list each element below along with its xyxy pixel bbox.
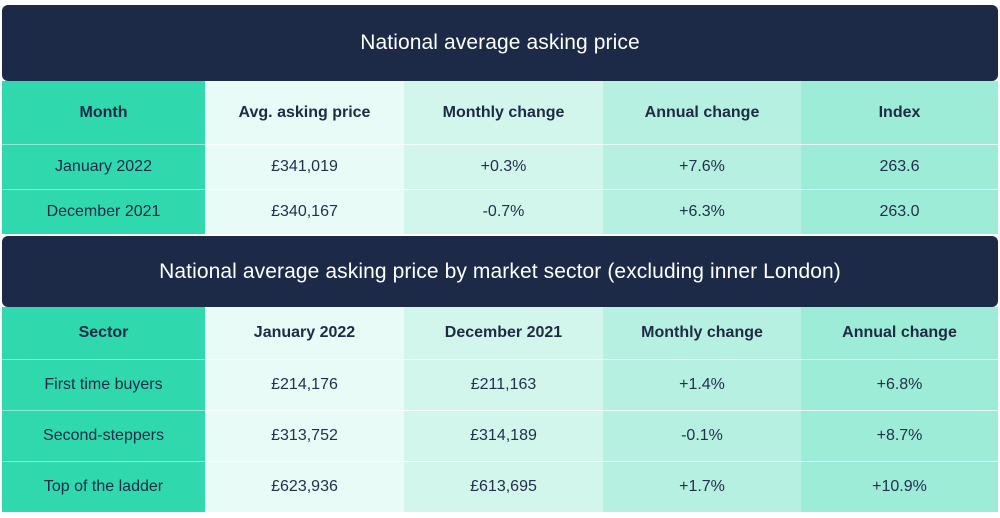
table-title-text: National average asking price (360, 31, 640, 54)
table-cell: £313,752 (205, 410, 404, 461)
table-title-market-sector: National average asking price by market … (2, 236, 998, 307)
table-cell: £340,167 (205, 189, 404, 234)
table-cell: -0.1% (603, 410, 801, 461)
table-cell: £613,695 (404, 461, 603, 512)
column-header: Monthly change (442, 103, 565, 121)
table-cell: £314,189 (404, 410, 603, 461)
column-header: January 2022 (253, 324, 356, 341)
table-cell: £211,163 (404, 359, 603, 410)
asking-price-table: Month January 2022 December 2021 Avg. as… (2, 81, 998, 234)
december-2021-column: December 2021 £211,163 £314,189 £613,695 (404, 307, 603, 512)
column-header: Annual change (644, 103, 760, 121)
table-cell: 263.6 (801, 144, 998, 189)
table-cell: Second-steppers (2, 410, 205, 461)
table-cell: January 2022 (2, 144, 205, 189)
market-sector-table: Sector First time buyers Second-steppers… (2, 307, 998, 512)
table-cell: First time buyers (2, 359, 205, 410)
table-title-text: National average asking price by market … (159, 259, 841, 283)
table-cell: 263.0 (801, 189, 998, 234)
column-header: Monthly change (641, 324, 763, 341)
column-header: Avg. asking price (238, 103, 371, 121)
table-cell: £214,176 (205, 359, 404, 410)
avg-asking-price-column: Avg. asking price £341,019 £340,167 (205, 81, 404, 234)
month-column: Month January 2022 December 2021 (2, 81, 205, 234)
column-header: Annual change (842, 324, 957, 341)
table-cell: +0.3% (404, 144, 603, 189)
annual-change-column: Annual change +6.8% +8.7% +10.9% (801, 307, 998, 512)
table-cell: +1.4% (603, 359, 801, 410)
column-header: Month (79, 103, 128, 121)
table-cell: +6.3% (603, 189, 801, 234)
monthly-change-column: Monthly change +1.4% -0.1% +1.7% (603, 307, 801, 512)
january-2022-column: January 2022 £214,176 £313,752 £623,936 (205, 307, 404, 512)
column-header: Index (878, 103, 921, 121)
table-cell: +6.8% (801, 359, 998, 410)
table-cell: December 2021 (2, 189, 205, 234)
monthly-change-column: Monthly change +0.3% -0.7% (404, 81, 603, 234)
table-cell: £623,936 (205, 461, 404, 512)
table-cell: +1.7% (603, 461, 801, 512)
annual-change-column: Annual change +7.6% +6.3% (603, 81, 801, 234)
index-column: Index 263.6 263.0 (801, 81, 998, 234)
sector-column: Sector First time buyers Second-steppers… (2, 307, 205, 512)
table-cell: £341,019 (205, 144, 404, 189)
table-cell: +7.6% (603, 144, 801, 189)
table-title-national-average: National average asking price (2, 5, 998, 81)
table-cell: -0.7% (404, 189, 603, 234)
column-header: December 2021 (444, 324, 563, 341)
table-cell: Top of the ladder (2, 461, 205, 512)
column-header: Sector (78, 324, 129, 341)
table-cell: +10.9% (801, 461, 998, 512)
table-cell: +8.7% (801, 410, 998, 461)
